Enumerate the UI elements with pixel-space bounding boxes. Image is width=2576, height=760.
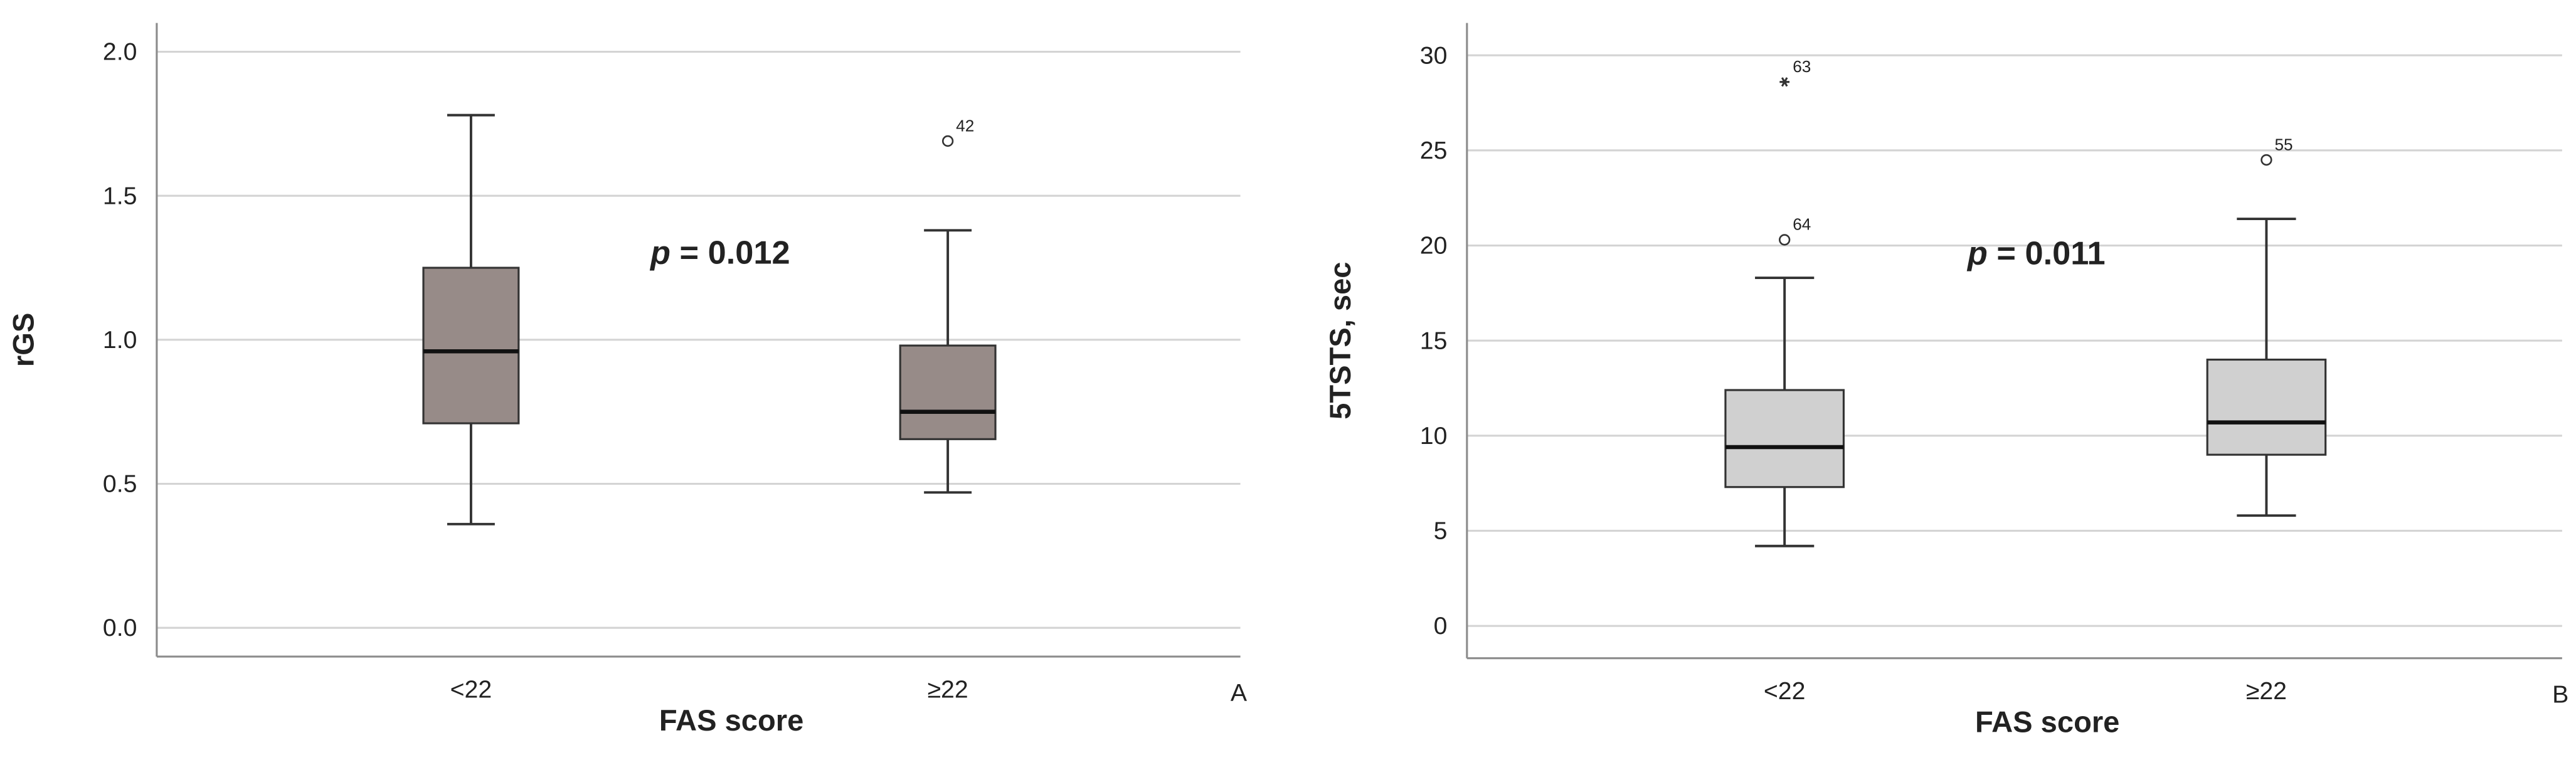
y-tick-label: 15 [1420,327,1448,354]
box [899,344,997,440]
y-tick-label: 0.5 [103,470,137,498]
y-tick-label: 20 [1420,232,1448,260]
y-tick-label: 30 [1420,41,1448,69]
outlier [1779,234,1791,246]
y-tick-label: 2.0 [103,38,137,66]
x-axis-title: FAS score [659,704,803,737]
box [2206,358,2327,456]
y-tick-label: 10 [1420,422,1448,450]
y-tick-label: 1.5 [103,182,137,209]
outlier [941,135,954,147]
p-value-annotation: p = 0.012 [649,235,790,272]
outlier [2261,154,2272,166]
x-tick-label: <22 [1764,677,1806,705]
p-symbol: p [649,235,671,272]
extreme-outlier [1779,77,1790,87]
x-axis-title: FAS score [1975,705,2119,738]
box [422,267,520,425]
outlier-case-label: 64 [1793,215,1811,234]
x-tick-label: <22 [450,676,492,704]
y-tick-label: 0.0 [103,614,137,641]
y-tick-label: 0 [1434,612,1448,640]
y-tick-label: 1.0 [103,326,137,354]
p-value: = 0.012 [680,235,790,272]
p-symbol: p [1966,236,1988,272]
y-axis-title: rGS [7,313,40,367]
x-tick-label: ≥22 [928,676,968,704]
outlier-case-label: 55 [2275,135,2293,154]
p-value: = 0.011 [1996,236,2105,272]
box [1724,389,1845,488]
x-tick-label: ≥22 [2246,677,2287,705]
y-tick-label: 5 [1434,517,1448,545]
outlier-case-label: 63 [1793,57,1811,76]
y-tick-label: 25 [1420,137,1448,164]
outlier-case-label: 42 [956,116,974,135]
y-axis-title: 5TSTS, sec [1323,261,1357,419]
panel-label: B [2552,680,2568,708]
panel-label: A [1231,679,1248,707]
p-value-annotation: p = 0.011 [1966,236,2106,272]
